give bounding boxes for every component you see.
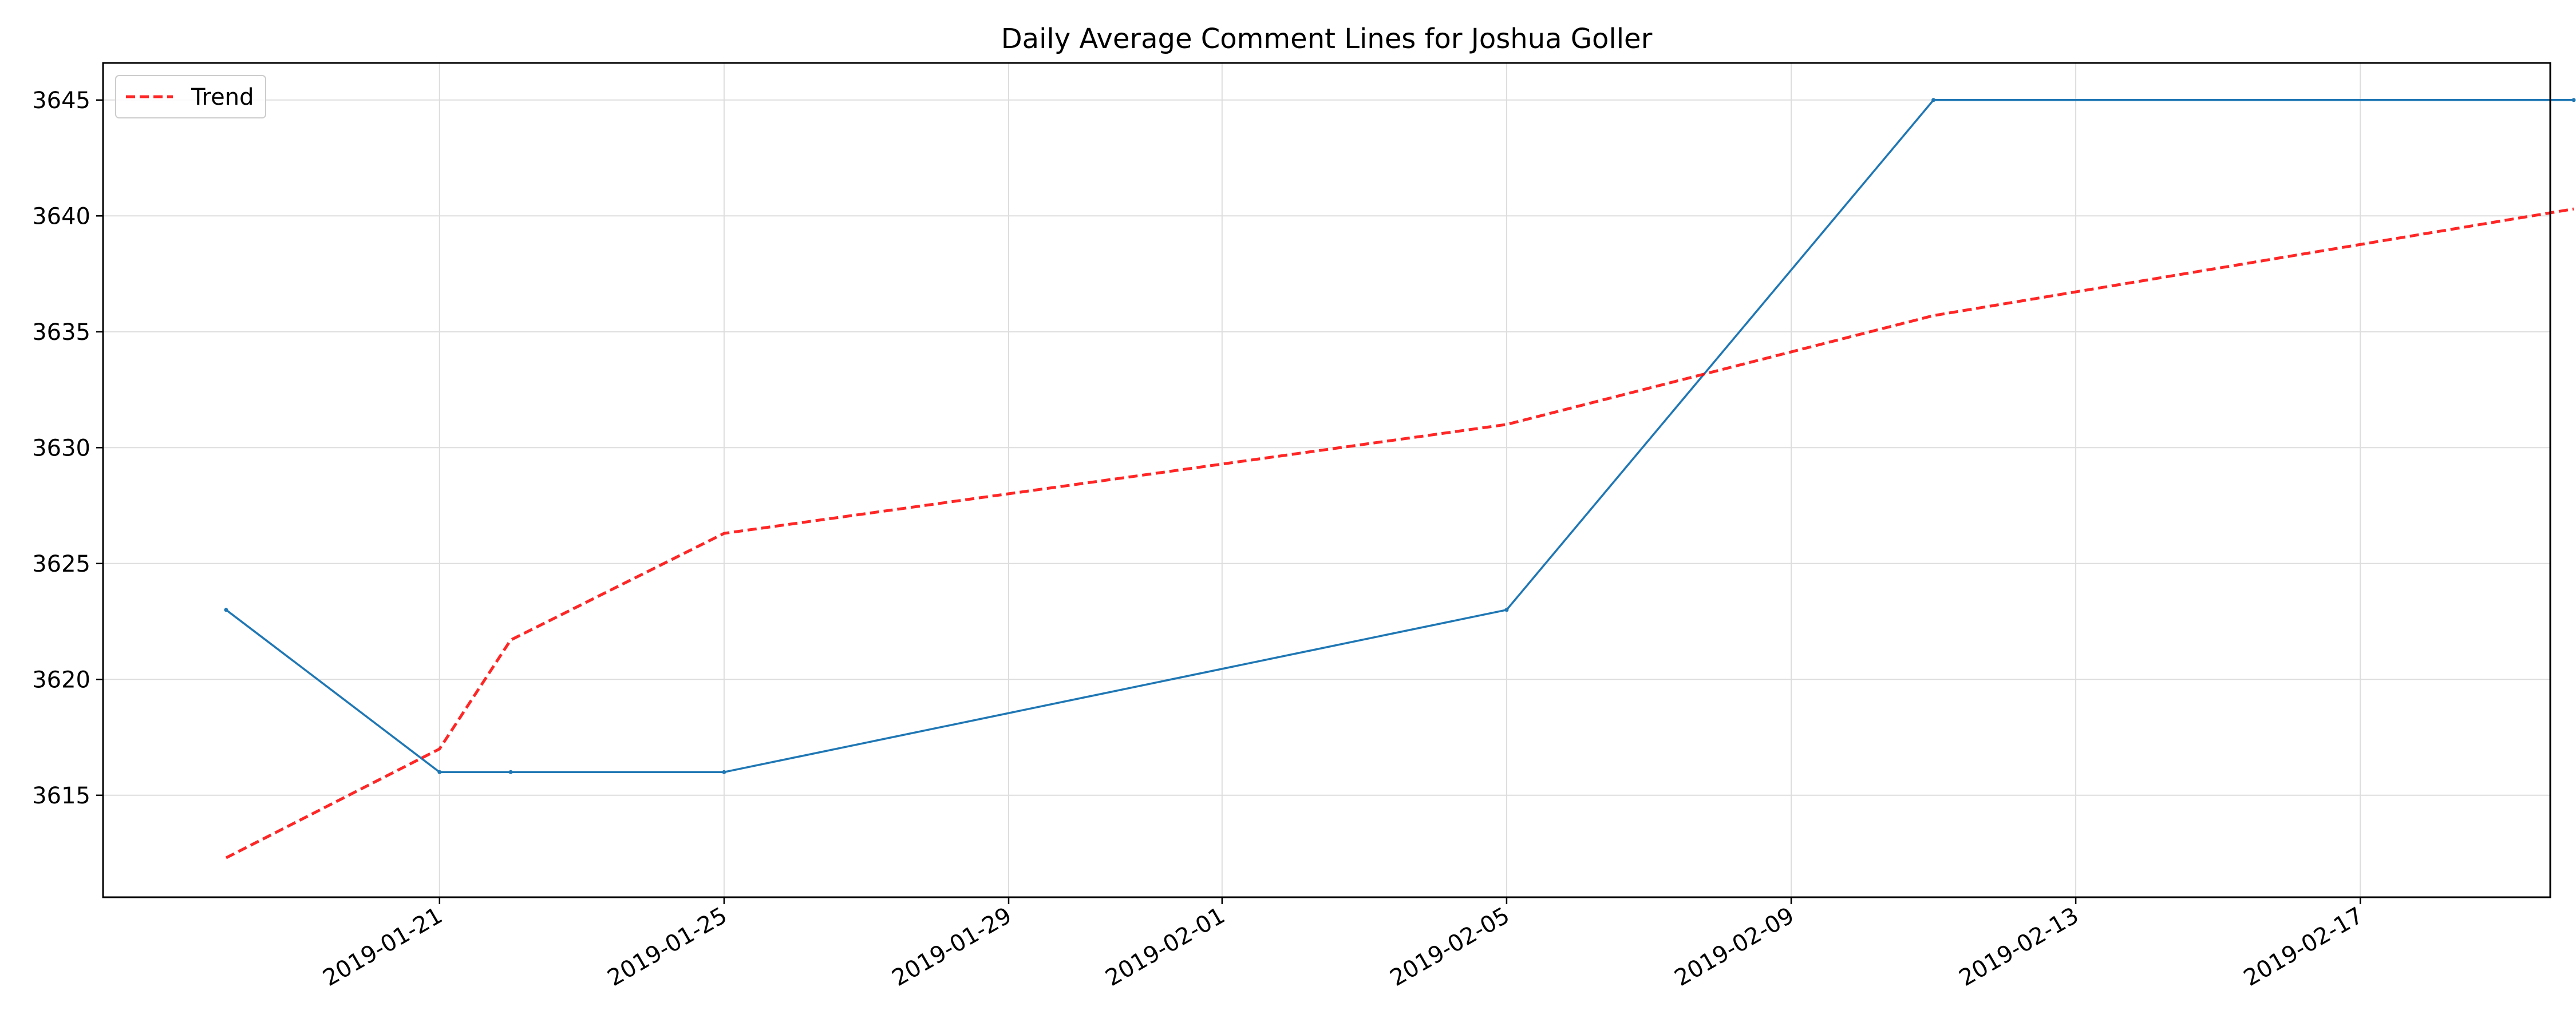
- data-point: [1931, 98, 1936, 102]
- y-tick-label: 3620: [32, 667, 90, 693]
- data-point: [224, 608, 228, 612]
- data-point: [1504, 608, 1509, 612]
- data-point: [437, 770, 442, 774]
- y-tick-label: 3635: [32, 319, 90, 346]
- plot-frame: [102, 62, 2551, 898]
- data-point: [722, 770, 726, 774]
- grid: [103, 63, 2550, 897]
- data-point: [508, 770, 513, 774]
- legend: Trend: [115, 75, 266, 118]
- y-tick-label: 3625: [32, 551, 90, 577]
- y-axis: 3615 3620 3625 3630 3635 3640 3645: [32, 88, 103, 809]
- legend-box: [115, 75, 266, 118]
- y-tick-label: 3630: [32, 435, 90, 461]
- data-point: [2571, 98, 2576, 102]
- chart-title: Daily Average Comment Lines for Joshua G…: [1001, 23, 1653, 55]
- legend-label-trend: Trend: [191, 84, 254, 110]
- trend-line: [225, 207, 2574, 859]
- y-tick-label: 3640: [32, 203, 90, 229]
- y-tick-label: 3645: [32, 88, 90, 114]
- y-tick-label: 3615: [32, 783, 90, 809]
- series-layer: [224, 98, 2576, 859]
